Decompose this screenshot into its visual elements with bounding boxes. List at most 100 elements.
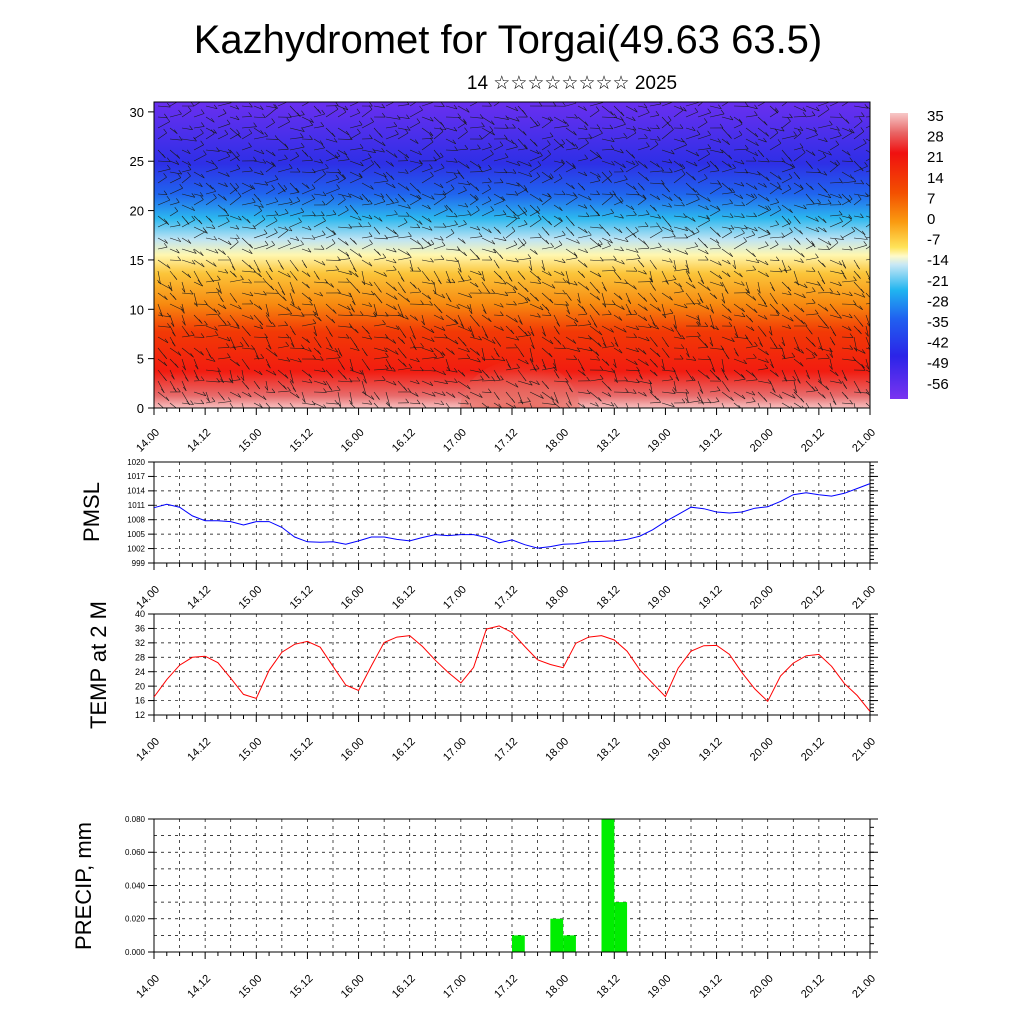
precip-x-tick-label: 21.00 (850, 973, 878, 1001)
pmsl-x-tick-label: 17.00 (441, 584, 469, 612)
pmsl-y-axis: 999 1002 1005 1008 1011 1014 1017 1020 (127, 458, 878, 568)
section-y-tick-label: 25 (130, 154, 144, 169)
precip-bar (512, 935, 525, 952)
temp-x-axis: 14.00 14.12 15.00 15.12 16.00 16.12 17.00 17.12… (134, 715, 878, 764)
pmsl-y-tick-label: 1014 (127, 487, 145, 496)
temp-y-tick-label: 36 (135, 624, 145, 634)
section-x-tick-label: 19.00 (646, 427, 674, 455)
precip-x-tick-label: 17.12 (492, 973, 520, 1001)
temp-y-tick-label: 40 (135, 609, 145, 619)
precip-y-tick-label: 0.080 (125, 815, 146, 824)
precip-x-tick-label: 14.12 (185, 973, 213, 1001)
colorbar-tick-label: -56 (927, 376, 949, 393)
temp-x-tick-label: 15.00 (236, 736, 264, 764)
section-x-tick-label: 20.00 (748, 427, 776, 455)
pmsl-x-tick-label: 14.00 (134, 584, 162, 612)
temp-panel: 12 16 20 24 28 32 36 40 14.00 14.12 15.00 15.12 16.… (86, 601, 878, 764)
pmsl-x-tick-label: 17.12 (492, 584, 520, 612)
pmsl-x-tick-label: 16.12 (390, 584, 418, 612)
precip-bar (563, 935, 576, 952)
temp-x-tick-label: 14.00 (134, 736, 162, 764)
temp-x-tick-label: 20.00 (748, 736, 776, 764)
section-panel: 0 5 10 15 20 25 30 14.00 14.12 15.00 15.12 16.00 16… (130, 101, 878, 455)
colorbar-tick-label: -42 (927, 335, 949, 352)
section-x-tick-label: 14.00 (134, 427, 162, 455)
temp-x-tick-label: 18.00 (543, 736, 571, 764)
precip-y-axis-title: PRECIP, mm (71, 822, 96, 950)
pmsl-x-tick-label: 19.00 (646, 584, 674, 612)
temp-x-tick-label: 17.12 (492, 736, 520, 764)
precip-y-tick-label: 0.060 (125, 848, 146, 857)
temp-x-tick-label: 16.00 (339, 736, 367, 764)
temp-y-axis-title: TEMP at 2 M (86, 601, 111, 729)
colorbar-tick-label: 35 (927, 108, 944, 125)
temp-y-tick-label: 24 (135, 667, 145, 677)
colorbar-tick-label: -35 (927, 314, 949, 331)
precip-x-tick-label: 18.00 (543, 973, 571, 1001)
temp-x-tick-label: 14.12 (185, 736, 213, 764)
temp-x-tick-label: 20.12 (799, 736, 827, 764)
pmsl-y-tick-label: 1020 (127, 458, 145, 467)
temp-x-tick-label: 19.12 (697, 736, 725, 764)
precip-grid (154, 819, 870, 952)
pmsl-y-tick-label: 999 (132, 559, 146, 568)
temp-y-tick-label: 28 (135, 652, 145, 662)
precip-x-tick-label: 16.00 (339, 973, 367, 1001)
colorbar-tick-label: 0 (927, 211, 935, 228)
pmsl-y-axis-title: PMSL (79, 482, 104, 542)
temp-y-axis: 12 16 20 24 28 32 36 40 (135, 609, 878, 720)
section-x-tick-label: 17.12 (492, 427, 520, 455)
colorbar-tick-label: -49 (927, 355, 949, 372)
section-x-tick-label: 16.12 (390, 427, 418, 455)
colorbar-tick-label: -28 (927, 293, 949, 310)
colorbar-scale (890, 113, 908, 399)
pmsl-x-tick-label: 16.00 (339, 584, 367, 612)
colorbar-tick-label: -21 (927, 273, 949, 290)
section-x-tick-label: 16.00 (339, 427, 367, 455)
section-x-tick-label: 14.12 (185, 427, 213, 455)
precip-x-tick-label: 19.00 (646, 973, 674, 1001)
precip-bar (550, 918, 564, 952)
colorbar-labels: 35 28 21 14 7 0 -7 -14 -21 -28 -35 -42 -49 -56 (927, 108, 949, 393)
section-y-tick-label: 10 (130, 302, 144, 317)
section-overlays (157, 102, 870, 408)
pmsl-grid (154, 462, 870, 563)
colorbar-tick-label: -7 (927, 232, 940, 249)
pmsl-x-tick-label: 20.12 (799, 584, 827, 612)
pmsl-x-tick-label: 18.12 (594, 584, 622, 612)
temp-x-tick-label: 16.12 (390, 736, 418, 764)
section-x-tick-label: 18.00 (543, 427, 571, 455)
section-warm-core (460, 360, 580, 408)
section-y-tick-label: 5 (137, 352, 144, 367)
colorbar-tick-label: -14 (927, 252, 949, 269)
temp-y-tick-label: 16 (135, 696, 145, 706)
precip-x-tick-label: 19.12 (697, 973, 725, 1001)
precip-x-tick-label: 16.12 (390, 973, 418, 1001)
pmsl-x-tick-label: 15.12 (288, 584, 316, 612)
pmsl-y-tick-label: 1005 (127, 530, 145, 539)
pmsl-x-tick-label: 21.00 (850, 584, 878, 612)
precip-x-tick-label: 15.12 (288, 973, 316, 1001)
colorbar-tick-label: 28 (927, 129, 944, 146)
temp-series-line (153, 625, 871, 712)
temp-y-tick-label: 20 (135, 681, 145, 691)
pmsl-y-tick-label: 1017 (127, 472, 145, 481)
pmsl-y-tick-label: 1002 (127, 544, 145, 553)
precip-y-tick-label: 0.040 (125, 881, 146, 890)
temp-y-tick-label: 12 (135, 710, 145, 720)
section-x-tick-label: 19.12 (697, 427, 725, 455)
section-x-tick-label: 15.12 (288, 427, 316, 455)
section-x-axis: 14.00 14.12 15.00 15.12 16.00 16.12 17.00 17.12… (134, 408, 878, 455)
temp-y-tick-label: 32 (135, 638, 145, 648)
section-x-tick-label: 20.12 (799, 427, 827, 455)
colorbar-tick-label: 21 (927, 149, 944, 166)
pmsl-x-tick-label: 14.12 (185, 584, 213, 612)
section-y-tick-label: 20 (130, 204, 144, 219)
temp-x-tick-label: 21.00 (850, 736, 878, 764)
precip-x-tick-label: 20.00 (748, 973, 776, 1001)
section-y-tick-label: 30 (130, 105, 144, 120)
pmsl-y-tick-label: 1011 (128, 501, 146, 510)
precip-x-tick-label: 14.00 (134, 973, 162, 1001)
